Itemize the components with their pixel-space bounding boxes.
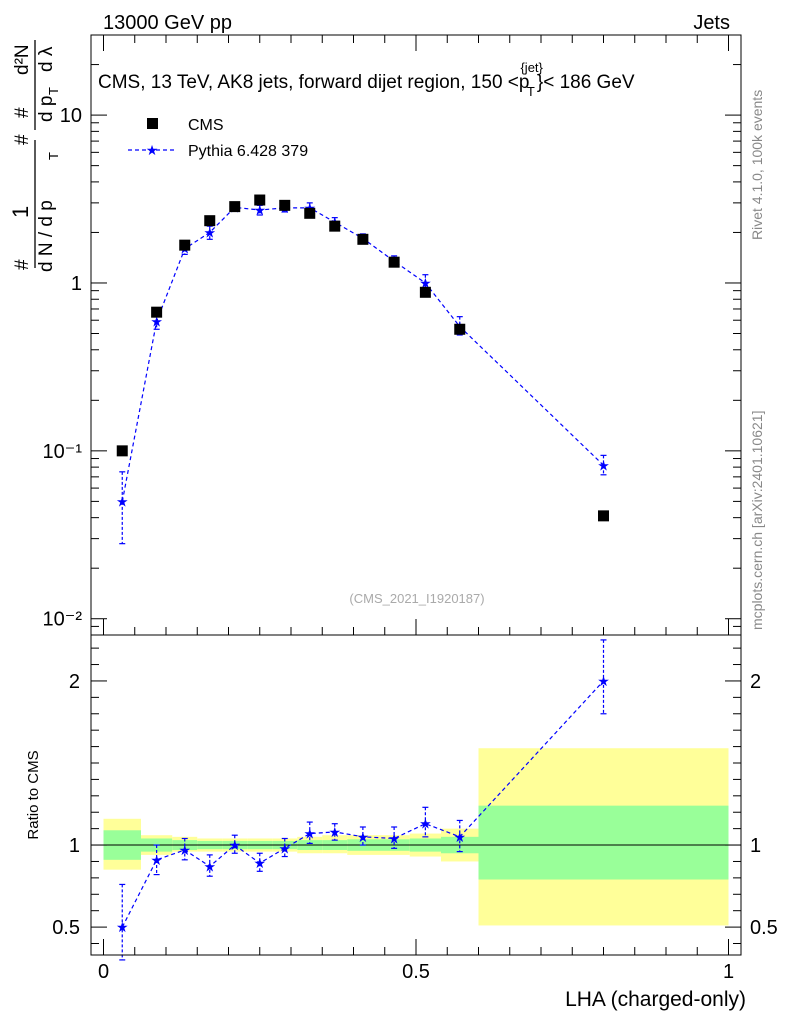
mc-main-point-3: ★ xyxy=(203,224,216,240)
ratio-ytick-label-left-1: 1 xyxy=(69,835,80,857)
title-sub: T xyxy=(527,84,535,99)
title-main: CMS, 13 TeV, AK8 jets, forward dijet reg… xyxy=(98,72,519,93)
ylabel-dl: d λ xyxy=(36,46,57,72)
cms-data-point-2 xyxy=(179,239,191,251)
mc-ratio-point-0: ★ xyxy=(116,919,129,935)
mc-ratio-point-1: ★ xyxy=(150,852,163,868)
ylabel-t-1: T xyxy=(46,152,61,160)
cms-data-point-11 xyxy=(419,286,431,298)
ylabel-dp: d p xyxy=(36,96,57,122)
ylabel-t-2: T xyxy=(46,87,61,95)
x-axis-title: LHA (charged-only) xyxy=(565,988,746,1011)
cms-data-point-7 xyxy=(304,207,316,219)
mc-main-point-0: ★ xyxy=(116,493,129,509)
ylabel-dn: d N / d p xyxy=(36,200,57,272)
xtick-label-2: 1 xyxy=(723,961,734,983)
cms-data-point-4 xyxy=(229,201,241,213)
mc-main-line xyxy=(121,206,604,502)
stat-uncertainty-band-13 xyxy=(478,805,729,880)
ratio-ytick-label-right-0: 0.5 xyxy=(750,917,778,939)
xtick-label-0: 0 xyxy=(98,961,109,983)
mc-ratio-point-10: ★ xyxy=(388,830,401,846)
ylabel-d2n: d²N xyxy=(12,44,33,75)
cms-data-point-9 xyxy=(357,233,369,245)
mc-ratio-point-9: ★ xyxy=(357,829,370,845)
mc-ratio-point-12: ★ xyxy=(453,829,466,845)
mc-ratio-point-7: ★ xyxy=(303,826,316,842)
legend-mc-marker: ★ xyxy=(146,142,159,158)
ratio-ytick-label-right-2: 2 xyxy=(750,671,761,693)
analysis-watermark: (CMS_2021_I1920187) xyxy=(349,591,484,606)
legend-cms-marker xyxy=(147,118,158,129)
legend: CMS ★ Pythia 6.428 379 xyxy=(128,117,308,160)
ratio-ytick-label-left-0: 0.5 xyxy=(52,917,80,939)
mc-main-point-13: ★ xyxy=(597,457,610,473)
header-right: Jets xyxy=(693,12,730,34)
side-text-rivet: Rivet 4.1.0, 100k events xyxy=(749,90,765,240)
cms-data-point-6 xyxy=(279,199,291,211)
mc-ratio-point-3: ★ xyxy=(203,858,216,874)
mc-ratio-point-11: ★ xyxy=(419,816,432,832)
mc-ratio-point-13: ★ xyxy=(597,673,610,689)
ratio-ylabel: Ratio to CMS xyxy=(25,750,42,839)
legend-cms-label: CMS xyxy=(188,117,224,134)
main-ylabel: # 1 d N / d p T # # d²N d p T d λ xyxy=(8,40,61,272)
ylabel-hash-2: # xyxy=(12,134,33,145)
cms-data-point-12 xyxy=(454,323,466,335)
mc-ratio-point-4: ★ xyxy=(228,837,241,853)
side-text-mcplots: mcplots.cern.ch [arXiv:2401.10621] xyxy=(749,411,765,630)
chart-title: CMS, 13 TeV, AK8 jets, forward dijet reg… xyxy=(98,60,635,99)
ratio-ytick-label-right-1: 1 xyxy=(750,835,761,857)
cms-data-point-13 xyxy=(598,510,609,522)
xtick-label-1: 0.5 xyxy=(402,961,430,983)
title-tail: }< 186 GeV xyxy=(537,72,635,93)
ylabel-hash-3: # xyxy=(12,107,33,118)
cms-data-point-1 xyxy=(151,306,163,318)
ylabel-one: 1 xyxy=(8,206,33,218)
mc-ratio-point-5: ★ xyxy=(253,855,266,871)
cms-data-point-5 xyxy=(254,194,266,206)
ylabel-hash-1: # xyxy=(12,259,33,270)
cms-data-point-8 xyxy=(329,220,341,232)
ratio-ytick-label-left-2: 2 xyxy=(69,671,80,693)
title-p: p xyxy=(519,72,530,93)
header-left: 13000 GeV pp xyxy=(103,12,232,34)
mc-ratio-point-6: ★ xyxy=(278,840,291,856)
main-ytick-label-1: 10⁻¹ xyxy=(43,441,83,463)
cms-data-point-3 xyxy=(204,215,216,227)
mc-main-point-5: ★ xyxy=(253,202,266,218)
legend-mc-label: Pythia 6.428 379 xyxy=(188,143,308,160)
main-ytick-label-0: 10⁻² xyxy=(43,609,83,631)
main-ytick-label-2: 1 xyxy=(71,273,82,295)
main-ytick-label-3: 10 xyxy=(60,105,82,127)
cms-data-point-0 xyxy=(116,445,128,457)
title-sup: {jet} xyxy=(520,60,543,75)
cms-data-point-10 xyxy=(388,256,400,268)
mc-ratio-point-8: ★ xyxy=(328,824,341,840)
mc-ratio-point-2: ★ xyxy=(178,842,191,858)
